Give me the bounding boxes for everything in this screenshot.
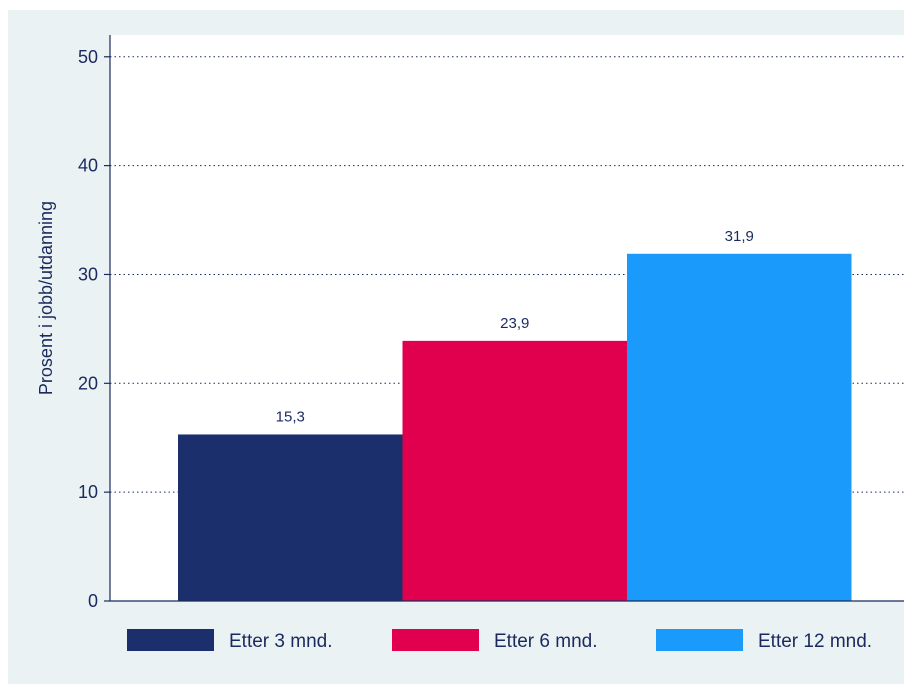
y-tick-label: 20 bbox=[78, 373, 98, 393]
legend-swatch bbox=[392, 629, 479, 651]
bar bbox=[178, 434, 403, 601]
bars bbox=[178, 253, 852, 601]
data-label: 15,3 bbox=[276, 408, 305, 425]
legend-swatch bbox=[656, 629, 743, 651]
bar bbox=[402, 340, 627, 601]
data-label: 23,9 bbox=[500, 315, 529, 332]
y-tick-label: 40 bbox=[78, 156, 98, 176]
y-tick-label: 30 bbox=[78, 264, 98, 284]
legend-swatch bbox=[127, 629, 214, 651]
bar-chart: 0 10 20 30 40 50 15,3 23,9 31,9 Prosent i jobb/… bbox=[36, 35, 904, 652]
legend-label: Etter 6 mnd. bbox=[494, 631, 598, 652]
data-labels: 15,3 23,9 31,9 bbox=[276, 228, 754, 426]
y-tick-label: 10 bbox=[78, 482, 98, 502]
y-axis-title: Prosent i jobb/utdanning bbox=[36, 201, 56, 395]
chart-figure: 0 10 20 30 40 50 15,3 23,9 31,9 Prosent i jobb/… bbox=[8, 10, 904, 684]
y-tick-label: 0 bbox=[88, 591, 98, 611]
legend-label: Etter 12 mnd. bbox=[758, 631, 872, 652]
data-label: 31,9 bbox=[725, 228, 754, 245]
bar bbox=[627, 253, 852, 601]
y-axis: 0 10 20 30 40 50 bbox=[78, 35, 904, 611]
legend: Etter 3 mnd. Etter 6 mnd. Etter 12 mnd. bbox=[127, 629, 872, 652]
legend-label: Etter 3 mnd. bbox=[229, 631, 333, 652]
y-tick-label: 50 bbox=[78, 47, 98, 67]
